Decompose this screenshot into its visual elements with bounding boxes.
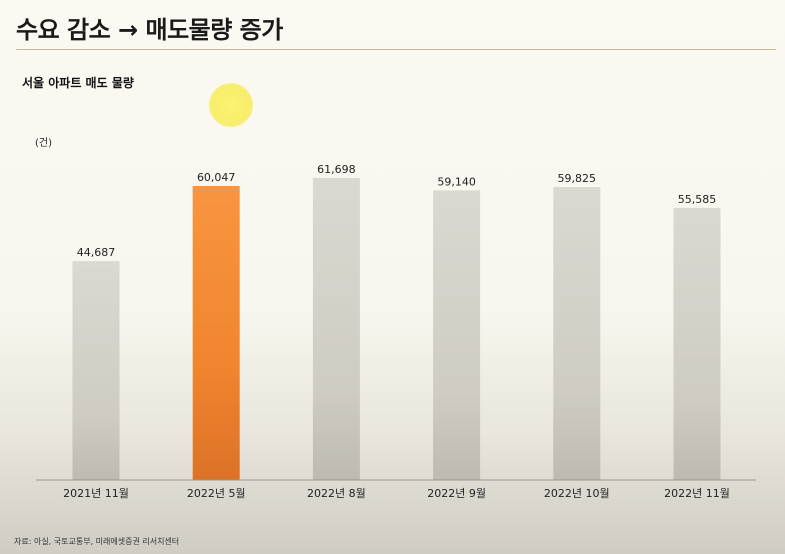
data-label: 44,687 — [77, 246, 116, 259]
bar — [433, 190, 481, 480]
x-tick-label: 2022년 9월 — [427, 487, 486, 500]
bar — [312, 177, 360, 480]
bar — [673, 207, 721, 480]
source-note: 자료: 아실, 국토교통부, 미래에셋증권 리서치센터 — [14, 537, 180, 546]
data-label: 59,825 — [558, 172, 597, 185]
x-tick-label: 2022년 10월 — [544, 487, 610, 500]
data-label: 61,698 — [317, 163, 356, 176]
chart-title: 서울 아파트 매도 물량 — [22, 76, 134, 90]
bar-highlight — [192, 185, 240, 481]
data-label: 55,585 — [678, 193, 717, 206]
bar — [72, 261, 120, 480]
y-axis-unit: (건) — [35, 138, 53, 149]
bar — [553, 187, 601, 480]
data-label: 60,047 — [197, 171, 236, 184]
x-tick-label: 2022년 11월 — [664, 487, 730, 500]
x-tick-label: 2022년 8월 — [307, 487, 366, 500]
x-tick-label: 2022년 5월 — [187, 487, 246, 500]
sun-decoration — [209, 83, 253, 127]
x-tick-label: 2021년 11월 — [63, 487, 129, 500]
title-divider — [16, 49, 776, 50]
slide-title: 수요 감소 → 매도물량 증가 — [16, 16, 283, 44]
data-label: 59,140 — [437, 175, 476, 188]
